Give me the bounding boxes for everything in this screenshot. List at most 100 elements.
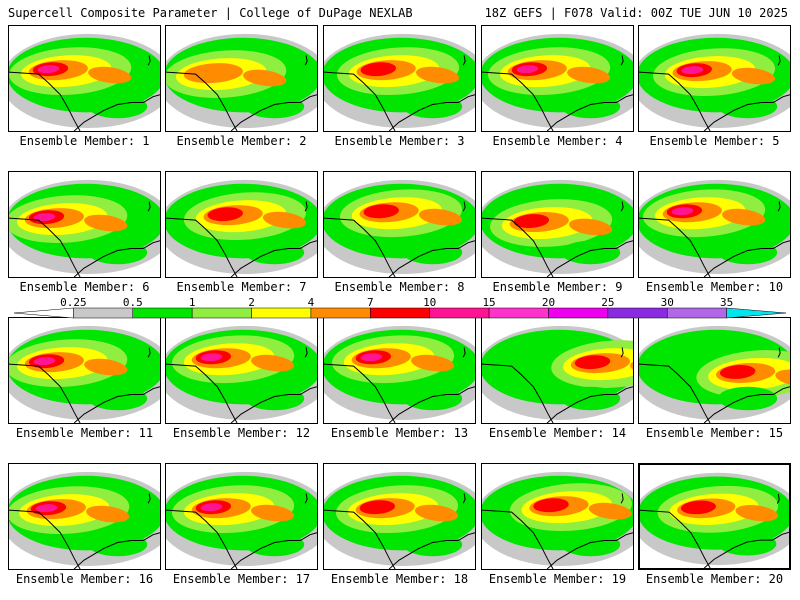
border-line <box>166 71 238 131</box>
ensemble-panel[interactable] <box>8 317 161 424</box>
scp-contour <box>183 63 243 84</box>
scp-contour <box>363 204 399 219</box>
colorbar-tick-label: 0.5 <box>122 296 143 309</box>
scp-field-map <box>166 471 317 569</box>
ensemble-panel[interactable] <box>638 463 791 570</box>
scp-contour <box>717 94 778 119</box>
border-line <box>324 363 396 423</box>
scp-contour <box>418 208 462 226</box>
lake-outline <box>777 55 781 66</box>
coastline <box>388 386 475 423</box>
scp-contour <box>731 67 776 85</box>
scp-contour <box>533 498 569 513</box>
scp-contour <box>262 211 306 229</box>
coastline <box>73 240 160 277</box>
ensemble-panel[interactable] <box>165 317 318 424</box>
scp-field-map <box>482 325 633 423</box>
scp-contour <box>513 214 550 229</box>
scp-contour <box>516 65 539 74</box>
colorbar-segment <box>73 307 134 319</box>
ensemble-panel[interactable] <box>165 25 318 132</box>
scp-contour <box>402 532 463 557</box>
panel-label: Ensemble Member: 3 <box>334 134 465 148</box>
ensemble-panel[interactable] <box>323 25 476 132</box>
ensemble-panel[interactable] <box>638 25 791 132</box>
scp-field-map <box>324 471 475 569</box>
colorbar-tick-label: 4 <box>307 296 315 309</box>
border-line <box>324 71 396 131</box>
lake-outline <box>462 201 466 212</box>
panel-label: Ensemble Member: 2 <box>176 134 307 148</box>
ensemble-panel[interactable] <box>8 171 161 278</box>
colorbar-tick-label: 0.25 <box>60 296 87 309</box>
lake-outline <box>304 201 308 212</box>
lake-outline <box>777 201 781 212</box>
panel-label: Ensemble Member: 18 <box>330 572 469 586</box>
panel-label: Ensemble Member: 16 <box>15 572 154 586</box>
scp-contour <box>359 500 396 515</box>
border-line <box>9 509 81 569</box>
scp-contour <box>360 353 383 362</box>
scp-contour <box>574 355 611 370</box>
scp-contour <box>86 505 130 523</box>
panel-label: Ensemble Member: 15 <box>645 426 784 440</box>
border-line <box>482 71 554 131</box>
ensemble-panel[interactable] <box>8 463 161 570</box>
scp-contour <box>87 386 148 411</box>
scp-contour <box>671 207 694 216</box>
scp-contour <box>244 94 305 119</box>
ensemble-panel[interactable] <box>323 317 476 424</box>
colorbar-segment <box>488 307 549 319</box>
ensemble-panel[interactable] <box>638 171 791 278</box>
border-line <box>482 509 554 569</box>
colorbar-tick-label: 15 <box>482 296 496 309</box>
colorbar-tick-label: 1 <box>188 296 196 309</box>
colorbar-segment <box>14 307 74 319</box>
panel-label: Ensemble Member: 13 <box>330 426 469 440</box>
panel-label: Ensemble Member: 9 <box>492 280 623 294</box>
scp-contour <box>251 504 295 522</box>
lake-outline <box>304 347 308 358</box>
scp-contour <box>84 358 128 376</box>
colorbar-segment <box>191 307 252 319</box>
coastline <box>73 532 160 569</box>
lake-outline <box>147 493 151 504</box>
scp-contour <box>717 386 778 411</box>
color-scale-bar <box>14 307 786 319</box>
colorbar-segment <box>548 307 609 319</box>
panel-label: Ensemble Member: 14 <box>488 426 627 440</box>
scp-contour <box>569 218 613 236</box>
ensemble-panel[interactable] <box>165 171 318 278</box>
ensemble-panel[interactable] <box>323 463 476 570</box>
ensemble-panel[interactable] <box>638 317 791 424</box>
scp-contour <box>775 369 790 387</box>
ensemble-panel[interactable] <box>481 171 634 278</box>
panel-label: Ensemble Member: 12 <box>172 426 311 440</box>
colorbar-tick-label: 20 <box>541 296 556 309</box>
scp-contour <box>402 240 463 265</box>
scp-field-map <box>9 33 160 131</box>
coastline <box>230 532 317 569</box>
scp-contour <box>717 240 778 265</box>
colorbar-segment <box>726 307 786 319</box>
scp-field-map <box>482 471 633 569</box>
scp-contour <box>35 504 58 513</box>
scp-contour <box>735 504 779 522</box>
border-line <box>166 509 238 569</box>
scp-field-map <box>166 325 317 423</box>
ensemble-panel[interactable] <box>481 463 634 570</box>
scp-field-map <box>324 325 475 423</box>
coastline <box>230 386 317 423</box>
ensemble-panel[interactable] <box>481 25 634 132</box>
ensemble-panel[interactable] <box>481 317 634 424</box>
scp-contour <box>402 94 463 119</box>
ensemble-panel[interactable] <box>323 171 476 278</box>
ensemble-panel[interactable] <box>165 463 318 570</box>
scp-contour <box>415 66 460 84</box>
scp-contour <box>88 66 132 84</box>
coastline <box>230 240 317 277</box>
colorbar-tick-label: 25 <box>601 296 615 309</box>
ensemble-panel[interactable] <box>8 25 161 132</box>
coastline <box>388 94 475 131</box>
coastline <box>546 94 633 131</box>
